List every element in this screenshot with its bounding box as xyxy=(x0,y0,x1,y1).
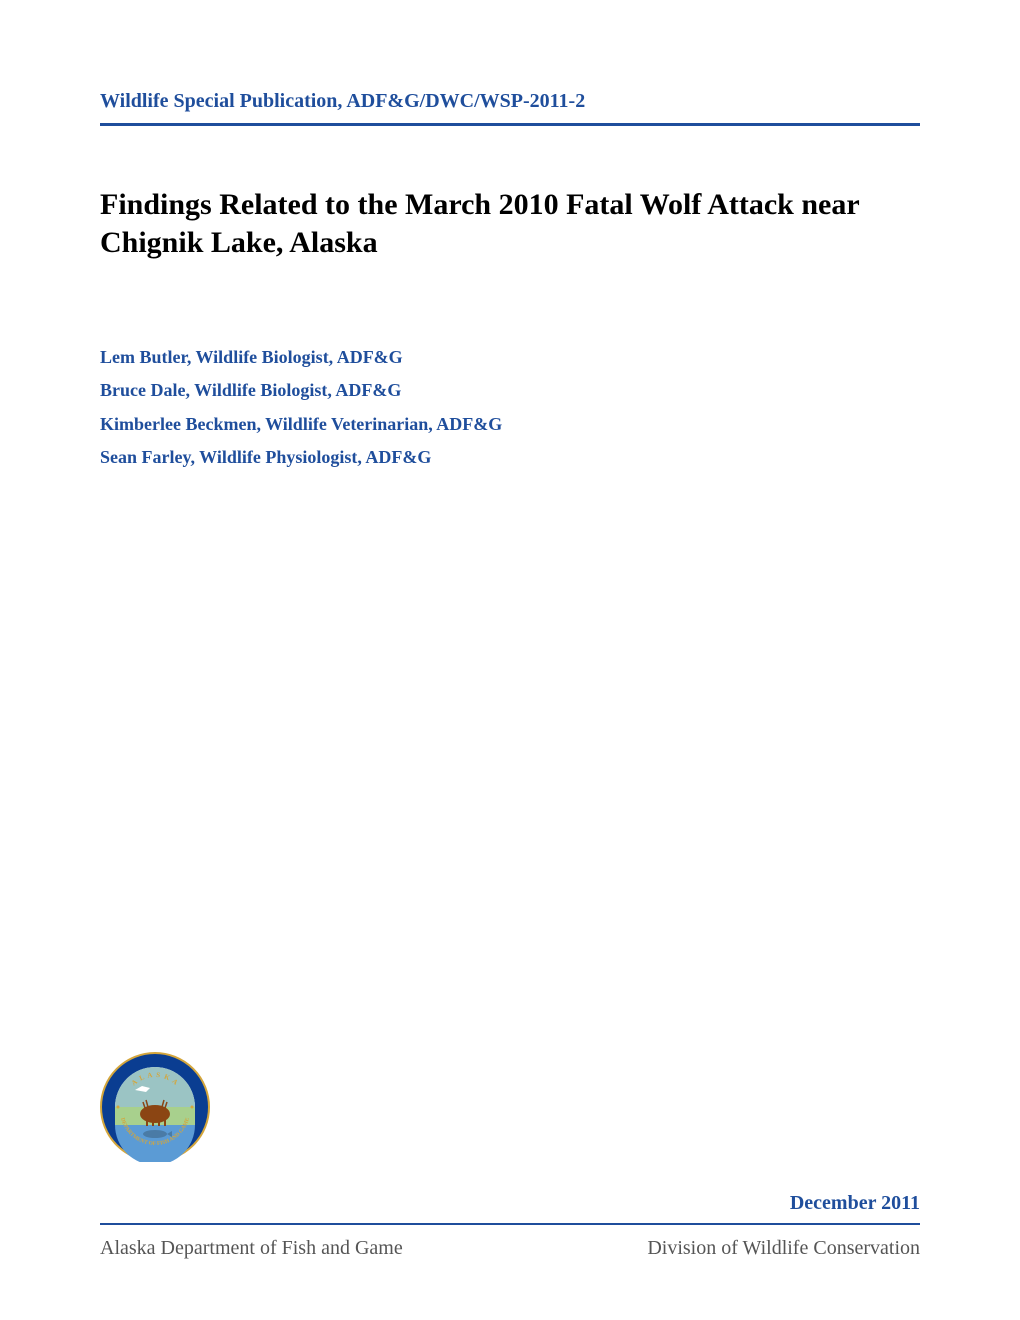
author-line: Sean Farley, Wildlife Physiologist, ADF&… xyxy=(100,441,920,474)
document-title: Findings Related to the March 2010 Fatal… xyxy=(100,186,920,261)
publication-date: December 2011 xyxy=(100,1192,920,1225)
authors-block: Lem Butler, Wildlife Biologist, ADF&G Br… xyxy=(100,341,920,474)
author-line: Lem Butler, Wildlife Biologist, ADF&G xyxy=(100,341,920,374)
footer-section: A L A S K A DEPARTMENT OF FISH AND GAME … xyxy=(100,1052,920,1260)
department-seal-icon: A L A S K A DEPARTMENT OF FISH AND GAME xyxy=(100,1052,210,1162)
publication-header: Wildlife Special Publication, ADF&G/DWC/… xyxy=(100,90,920,126)
department-name: Alaska Department of Fish and Game xyxy=(100,1237,403,1260)
author-line: Bruce Dale, Wildlife Biologist, ADF&G xyxy=(100,374,920,407)
department-row: Alaska Department of Fish and Game Divis… xyxy=(100,1225,920,1260)
division-name: Division of Wildlife Conservation xyxy=(647,1237,920,1260)
author-line: Kimberlee Beckmen, Wildlife Veterinarian… xyxy=(100,408,920,441)
